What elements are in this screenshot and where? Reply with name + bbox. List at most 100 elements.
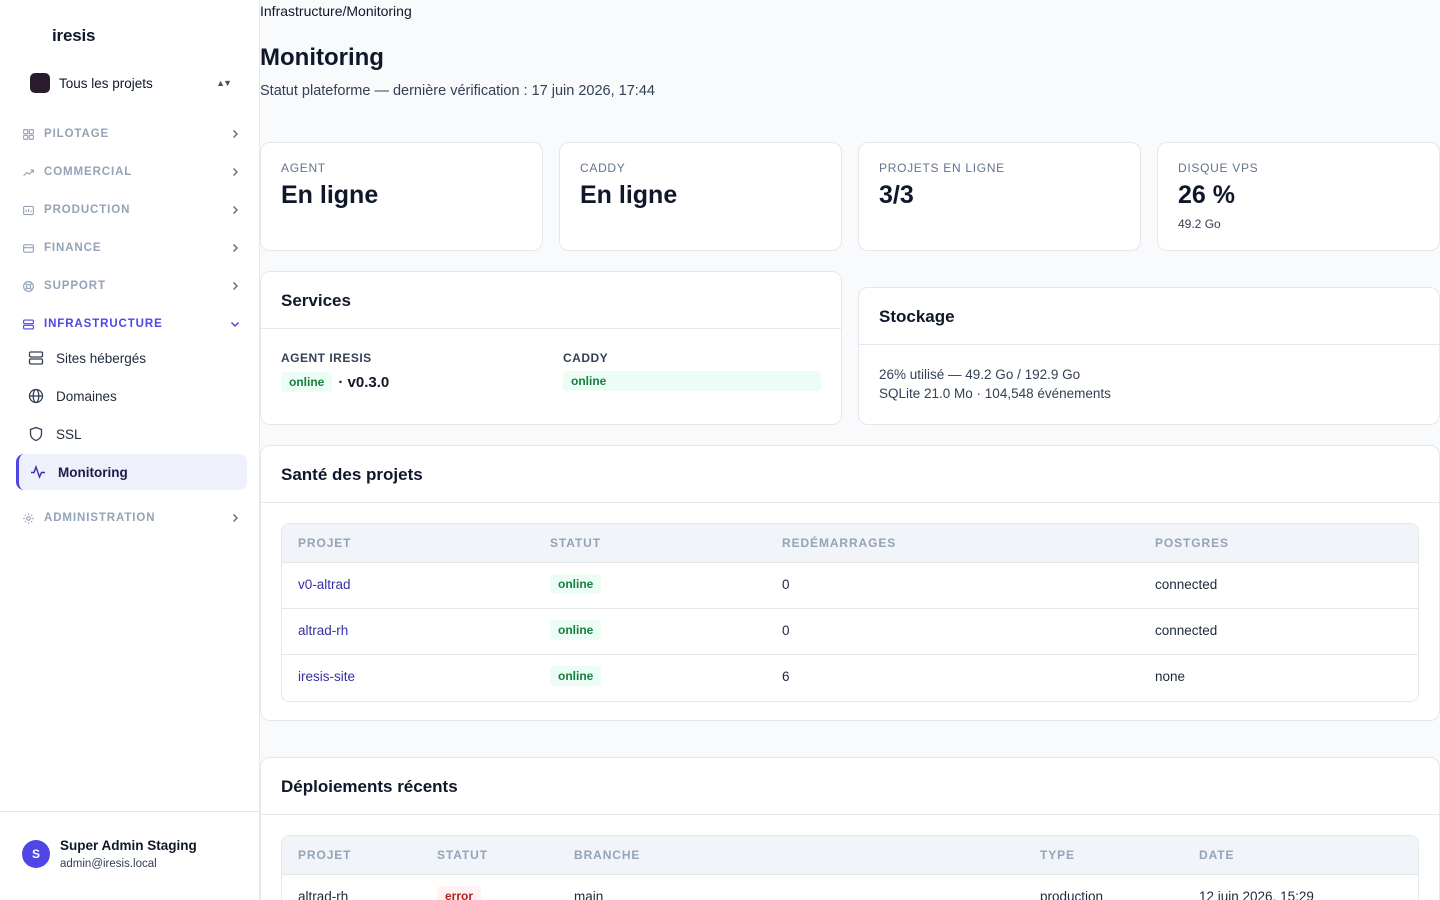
table-row: altrad-rh error main production 12 juin … bbox=[282, 875, 1418, 900]
column-header[interactable]: BRANCHE bbox=[574, 848, 641, 862]
table-row: altrad-rh online 0 connected bbox=[282, 609, 1418, 655]
status-cell: online bbox=[550, 574, 602, 594]
grid-icon bbox=[20, 126, 36, 142]
nav-group-label: INFRASTRUCTURE bbox=[44, 318, 163, 330]
table-header: PROJET STATUT REDÉMARRAGES POSTGRES bbox=[282, 524, 1418, 563]
user-email: admin@iresis.local bbox=[60, 858, 157, 870]
stat-value: 3/3 bbox=[879, 181, 914, 209]
stat-label: DISQUE VPS bbox=[1178, 161, 1259, 175]
divider bbox=[261, 814, 1439, 815]
sidebar-item-ssl[interactable]: SSL bbox=[16, 416, 247, 452]
column-header[interactable]: STATUT bbox=[437, 848, 488, 862]
status-cell: online bbox=[550, 666, 602, 686]
project-cell[interactable]: altrad-rh bbox=[298, 889, 349, 900]
nav-group-administration[interactable]: ADMINISTRATION bbox=[16, 504, 248, 532]
sidebar-item-label: Domaines bbox=[56, 388, 117, 404]
lifebuoy-icon bbox=[20, 278, 36, 294]
column-header[interactable]: PROJET bbox=[298, 848, 352, 862]
stat-value: En ligne bbox=[281, 181, 379, 209]
postgres-cell: connected bbox=[1155, 623, 1218, 638]
restarts-cell: 6 bbox=[782, 669, 790, 684]
status-badge: online bbox=[550, 666, 602, 686]
nav-group-finance[interactable]: FINANCE bbox=[16, 234, 248, 262]
card-title: Santé des projets bbox=[281, 465, 423, 484]
restarts-cell: 0 bbox=[782, 623, 790, 638]
stat-card-projets-en-ligne: PROJETS EN LIGNE 3/3 bbox=[858, 142, 1141, 251]
status-badge: error bbox=[437, 886, 482, 900]
project-link[interactable]: v0-altrad bbox=[298, 577, 351, 592]
brand-logo[interactable]: iresis bbox=[52, 26, 96, 45]
project-switcher[interactable]: Tous les projets ▲▼ bbox=[20, 66, 240, 100]
project-link[interactable]: iresis-site bbox=[298, 669, 356, 684]
sidebar-item-monitoring[interactable]: Monitoring bbox=[16, 454, 247, 490]
chevron-down-icon bbox=[228, 317, 242, 331]
nav-group-label: ADMINISTRATION bbox=[44, 512, 156, 524]
stat-label: PROJETS EN LIGNE bbox=[879, 161, 1005, 175]
services-card: Services AGENT IRESIS online · v0.3.0 CA… bbox=[260, 271, 842, 425]
column-header[interactable]: STATUT bbox=[550, 536, 601, 550]
stat-label: CADDY bbox=[580, 161, 626, 175]
service-agent-status: online · v0.3.0 bbox=[281, 372, 389, 392]
table-row: iresis-site online 6 none bbox=[282, 655, 1418, 701]
nav-group-support[interactable]: SUPPORT bbox=[16, 272, 248, 300]
server-icon bbox=[20, 316, 36, 332]
column-header[interactable]: TYPE bbox=[1040, 848, 1075, 862]
nav-group-pilotage[interactable]: PILOTAGE bbox=[16, 120, 248, 148]
storage-card: Stockage 26% utilisé — 49.2 Go / 192.9 G… bbox=[858, 287, 1440, 425]
nav-group-infrastructure[interactable]: INFRASTRUCTURE bbox=[16, 310, 248, 338]
divider bbox=[261, 502, 1439, 503]
nav-group-label: PILOTAGE bbox=[44, 128, 110, 140]
project-link[interactable]: altrad-rh bbox=[298, 623, 349, 638]
type-cell: production bbox=[1040, 889, 1104, 900]
status-badge: online bbox=[281, 372, 333, 392]
project-health-table: PROJET STATUT REDÉMARRAGES POSTGRES v0-a… bbox=[281, 523, 1419, 702]
card-title: Déploiements récents bbox=[281, 777, 458, 796]
postgres-cell: connected bbox=[1155, 577, 1218, 592]
sidebar-item-domaines[interactable]: Domaines bbox=[16, 378, 247, 414]
status-cell: error bbox=[437, 886, 482, 900]
trend-up-icon bbox=[20, 164, 36, 180]
service-label: AGENT IRESIS bbox=[281, 351, 372, 365]
stat-card-agent: AGENT En ligne bbox=[260, 142, 543, 251]
stat-value: En ligne bbox=[580, 181, 678, 209]
nav-group-label: SUPPORT bbox=[44, 280, 106, 292]
nav-group-production[interactable]: PRODUCTION bbox=[16, 196, 248, 224]
sidebar-item-sites-heberges[interactable]: Sites hébergés bbox=[16, 340, 247, 376]
sidebar-item-label: SSL bbox=[56, 426, 82, 442]
project-health-card: Santé des projets PROJET STATUT REDÉMARR… bbox=[260, 445, 1440, 721]
status-badge: online bbox=[563, 371, 821, 391]
divider bbox=[859, 344, 1439, 345]
storage-sqlite: SQLite 21.0 Mo · 104,548 événements bbox=[879, 386, 1111, 401]
chevron-right-icon bbox=[228, 203, 242, 217]
postgres-cell: none bbox=[1155, 669, 1186, 684]
service-version: · v0.3.0 bbox=[338, 373, 390, 391]
globe-icon bbox=[28, 388, 44, 404]
stat-label: AGENT bbox=[281, 161, 326, 175]
breadcrumb[interactable]: Infrastructure/Monitoring bbox=[260, 3, 412, 19]
sidebar: iresis Tous les projets ▲▼ PILOTAGE COMM… bbox=[0, 0, 260, 900]
nav-group-commercial[interactable]: COMMERCIAL bbox=[16, 158, 248, 186]
column-header[interactable]: PROJET bbox=[298, 536, 352, 550]
stat-card-disque-vps: DISQUE VPS 26 % 49.2 Go bbox=[1157, 142, 1440, 251]
user-profile[interactable]: S Super Admin Staging admin@iresis.local bbox=[0, 811, 259, 900]
column-header[interactable]: POSTGRES bbox=[1155, 536, 1229, 550]
card-title: Stockage bbox=[879, 307, 955, 326]
stat-value: 26 % bbox=[1178, 181, 1235, 209]
nav-group-label: FINANCE bbox=[44, 242, 102, 254]
divider bbox=[261, 328, 841, 329]
restarts-cell: 0 bbox=[782, 577, 790, 592]
chevron-right-icon bbox=[228, 511, 242, 525]
table-header: PROJET STATUT BRANCHE TYPE DATE bbox=[282, 836, 1418, 875]
column-header[interactable]: REDÉMARRAGES bbox=[782, 536, 897, 550]
project-icon bbox=[30, 73, 50, 93]
project-switcher-label: Tous les projets bbox=[59, 75, 153, 91]
deployments-table: PROJET STATUT BRANCHE TYPE DATE altrad-r… bbox=[281, 835, 1419, 900]
status-badge: online bbox=[550, 620, 602, 640]
user-name: Super Admin Staging bbox=[60, 838, 197, 853]
storage-usage: 26% utilisé — 49.2 Go / 192.9 Go bbox=[879, 367, 1081, 382]
column-header[interactable]: DATE bbox=[1199, 848, 1235, 862]
service-caddy-status: online bbox=[563, 371, 821, 391]
avatar: S bbox=[22, 840, 50, 868]
service-label: CADDY bbox=[563, 351, 609, 365]
recent-deployments-card: Déploiements récents PROJET STATUT BRANC… bbox=[260, 757, 1440, 900]
